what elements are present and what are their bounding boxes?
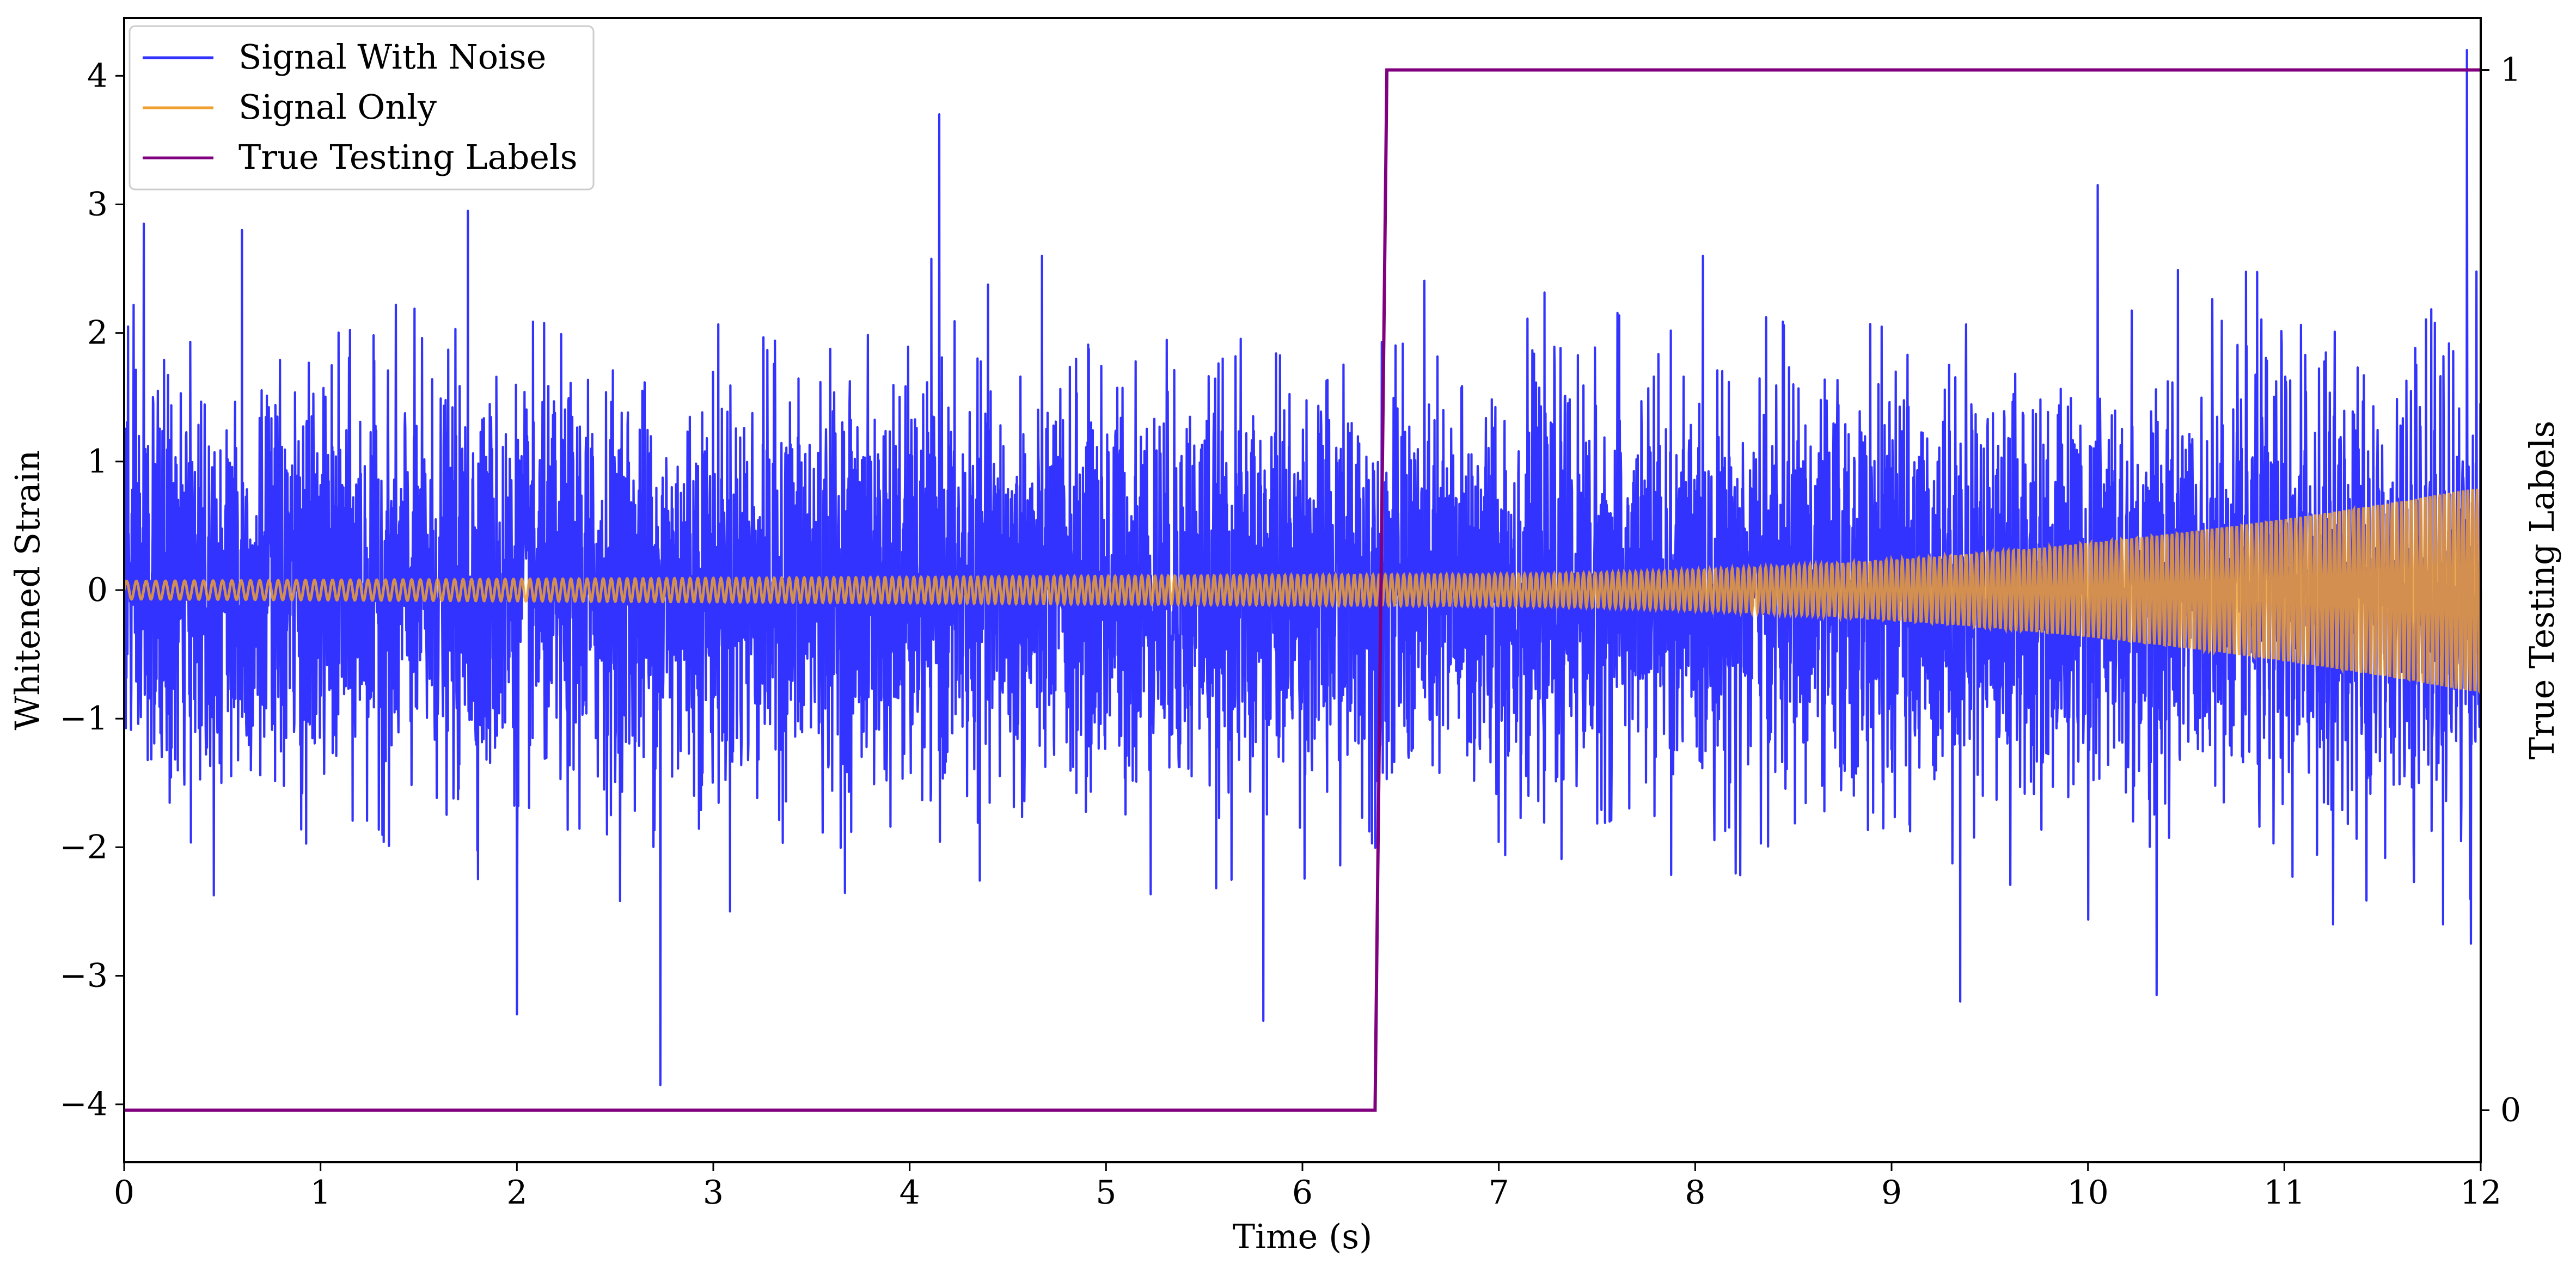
y-tick-label: −3 [60, 957, 108, 995]
x-tick-label: 9 [1881, 1174, 1902, 1212]
y2-axis-title: True Testing Labels [2522, 421, 2562, 760]
y2-axis-ticks: 01 [2481, 51, 2521, 1129]
y2-tick-label: 1 [2500, 51, 2521, 89]
y-tick-label: −4 [60, 1085, 108, 1124]
x-tick-label: 12 [2460, 1174, 2501, 1212]
legend: Signal With Noise Signal Only True Testi… [129, 25, 595, 191]
y-tick-label: −1 [60, 700, 108, 738]
y-tick-label: 1 [87, 443, 108, 481]
x-tick-label: 1 [310, 1174, 331, 1212]
legend-box [129, 25, 595, 191]
series-layer [123, 48, 2482, 1112]
x-tick-label: 11 [2263, 1174, 2305, 1212]
x-tick-label: 2 [506, 1174, 527, 1212]
y-axis-ticks: −4 −3 −2 −1 0 1 2 3 4 [60, 57, 124, 1124]
y-tick-label: −2 [60, 828, 108, 866]
x-axis-ticks: 0 1 2 3 4 5 6 7 8 9 10 11 12 [114, 1162, 2501, 1212]
y-tick-label: 3 [87, 185, 108, 223]
series-line-signal-only [123, 488, 2482, 697]
x-tick-label: 6 [1292, 1174, 1313, 1212]
y-tick-label: 4 [87, 57, 108, 95]
x-tick-label: 3 [703, 1174, 724, 1212]
legend-label-signal-with-noise: Signal With Noise [238, 37, 546, 77]
y-tick-label: 0 [87, 571, 108, 609]
x-tick-label: 7 [1489, 1174, 1509, 1212]
legend-label-true-testing-labels: True Testing Labels [238, 137, 578, 177]
x-tick-label: 5 [1096, 1174, 1116, 1212]
y-axis-title: Whitened Strain [8, 450, 47, 731]
y2-tick-label: 0 [2500, 1091, 2521, 1129]
x-axis-title: Time (s) [1233, 1217, 1373, 1256]
x-tick-label: 4 [900, 1174, 920, 1212]
x-tick-label: 10 [2067, 1174, 2108, 1212]
series-line-signal-with-noise [123, 48, 2482, 1087]
legend-label-signal-only: Signal Only [238, 87, 437, 127]
x-tick-label: 8 [1685, 1174, 1705, 1212]
x-tick-label: 0 [114, 1174, 134, 1212]
series-line-true-testing-labels [124, 68, 2481, 1112]
y-tick-label: 2 [87, 314, 108, 352]
